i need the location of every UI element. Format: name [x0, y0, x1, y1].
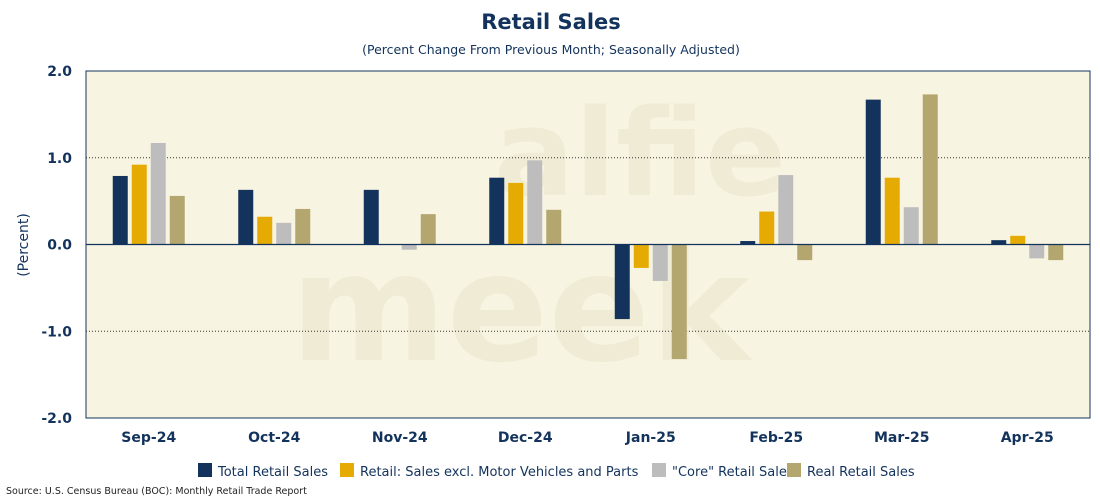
bar-real-retail-sales-sep-24	[169, 195, 185, 245]
legend-swatch	[198, 463, 212, 477]
bar-core-retail-sales-oct-24	[276, 222, 292, 245]
bar-retail-sales-excl-motor-vehicles-and-parts-apr-25	[1010, 235, 1026, 245]
y-tick-label: 2.0	[47, 64, 72, 80]
bar-total-retail-sales-nov-24	[363, 189, 379, 245]
y-tick-label: -1.0	[41, 324, 72, 340]
bar-real-retail-sales-mar-25	[922, 94, 938, 245]
x-tick-label: Sep-24	[121, 430, 176, 446]
plot-border	[85, 70, 1091, 419]
legend-swatch	[652, 463, 666, 477]
bar-retail-sales-excl-motor-vehicles-and-parts-jan-25	[633, 244, 649, 268]
bar-total-retail-sales-sep-24	[112, 175, 128, 245]
legend-label: "Core" Retail Sales	[672, 465, 794, 480]
bar-retail-sales-excl-motor-vehicles-and-parts-sep-24	[131, 164, 147, 245]
bar-retail-sales-excl-motor-vehicles-and-parts-oct-24	[257, 216, 273, 245]
bar-total-retail-sales-feb-25	[740, 241, 756, 245]
y-axis-ticks: 2.0 1.0 0.0 -1.0 -2.0	[41, 64, 72, 427]
bars	[112, 94, 1064, 360]
legend-label: Real Retail Sales	[807, 465, 915, 480]
y-tick-label: -2.0	[41, 411, 72, 427]
x-tick-label: Mar-25	[874, 430, 930, 446]
y-tick-label: 1.0	[47, 151, 72, 167]
bar-core-retail-sales-feb-25	[778, 175, 794, 245]
bar-total-retail-sales-apr-25	[991, 240, 1007, 245]
legend-swatch	[787, 463, 801, 477]
bar-real-retail-sales-apr-25	[1048, 244, 1064, 261]
x-tick-label: Feb-25	[749, 430, 803, 446]
watermark-text-1: alfie	[494, 85, 786, 224]
bar-real-retail-sales-oct-24	[295, 208, 311, 245]
chart-subtitle: (Percent Change From Previous Month; Sea…	[362, 42, 740, 57]
x-tick-label: Nov-24	[372, 430, 428, 446]
y-axis-label: (Percent)	[16, 213, 32, 277]
bar-core-retail-sales-nov-24	[401, 244, 417, 250]
bar-core-retail-sales-apr-25	[1029, 244, 1045, 259]
source-note: Source: U.S. Census Bureau (BOC): Monthl…	[6, 486, 307, 497]
bar-real-retail-sales-jan-25	[671, 244, 687, 360]
chart-title: Retail Sales	[481, 10, 621, 34]
bar-real-retail-sales-dec-24	[546, 209, 562, 245]
bar-retail-sales-excl-motor-vehicles-and-parts-dec-24	[508, 182, 524, 245]
bar-core-retail-sales-dec-24	[527, 160, 543, 245]
bar-total-retail-sales-oct-24	[238, 189, 254, 245]
x-axis-ticks: Sep-24 Oct-24 Nov-24 Dec-24 Jan-25 Feb-25 Mar-…	[121, 430, 1053, 446]
bar-real-retail-sales-nov-24	[420, 214, 436, 245]
x-tick-label: Oct-24	[248, 430, 300, 446]
bar-core-retail-sales-sep-24	[150, 143, 166, 245]
bar-real-retail-sales-feb-25	[797, 244, 813, 261]
legend-label: Total Retail Sales	[217, 465, 328, 480]
gridlines	[86, 157, 1090, 332]
legend-label: Retail: Sales excl. Motor Vehicles and P…	[360, 465, 639, 480]
bar-total-retail-sales-dec-24	[489, 177, 505, 245]
bar-retail-sales-excl-motor-vehicles-and-parts-feb-25	[759, 211, 775, 245]
bar-core-retail-sales-jan-25	[652, 244, 668, 281]
legend: Total Retail Sales Retail: Sales excl. Mo…	[198, 463, 915, 480]
bar-retail-sales-excl-motor-vehicles-and-parts-mar-25	[884, 177, 900, 245]
x-tick-label: Dec-24	[498, 430, 553, 446]
bar-core-retail-sales-mar-25	[903, 207, 919, 245]
bar-total-retail-sales-jan-25	[614, 244, 630, 320]
x-tick-label: Apr-25	[1001, 430, 1054, 446]
y-tick-label: 0.0	[47, 238, 72, 254]
x-tick-label: Jan-25	[625, 430, 676, 446]
bar-total-retail-sales-mar-25	[865, 99, 881, 245]
legend-swatch	[340, 463, 354, 477]
